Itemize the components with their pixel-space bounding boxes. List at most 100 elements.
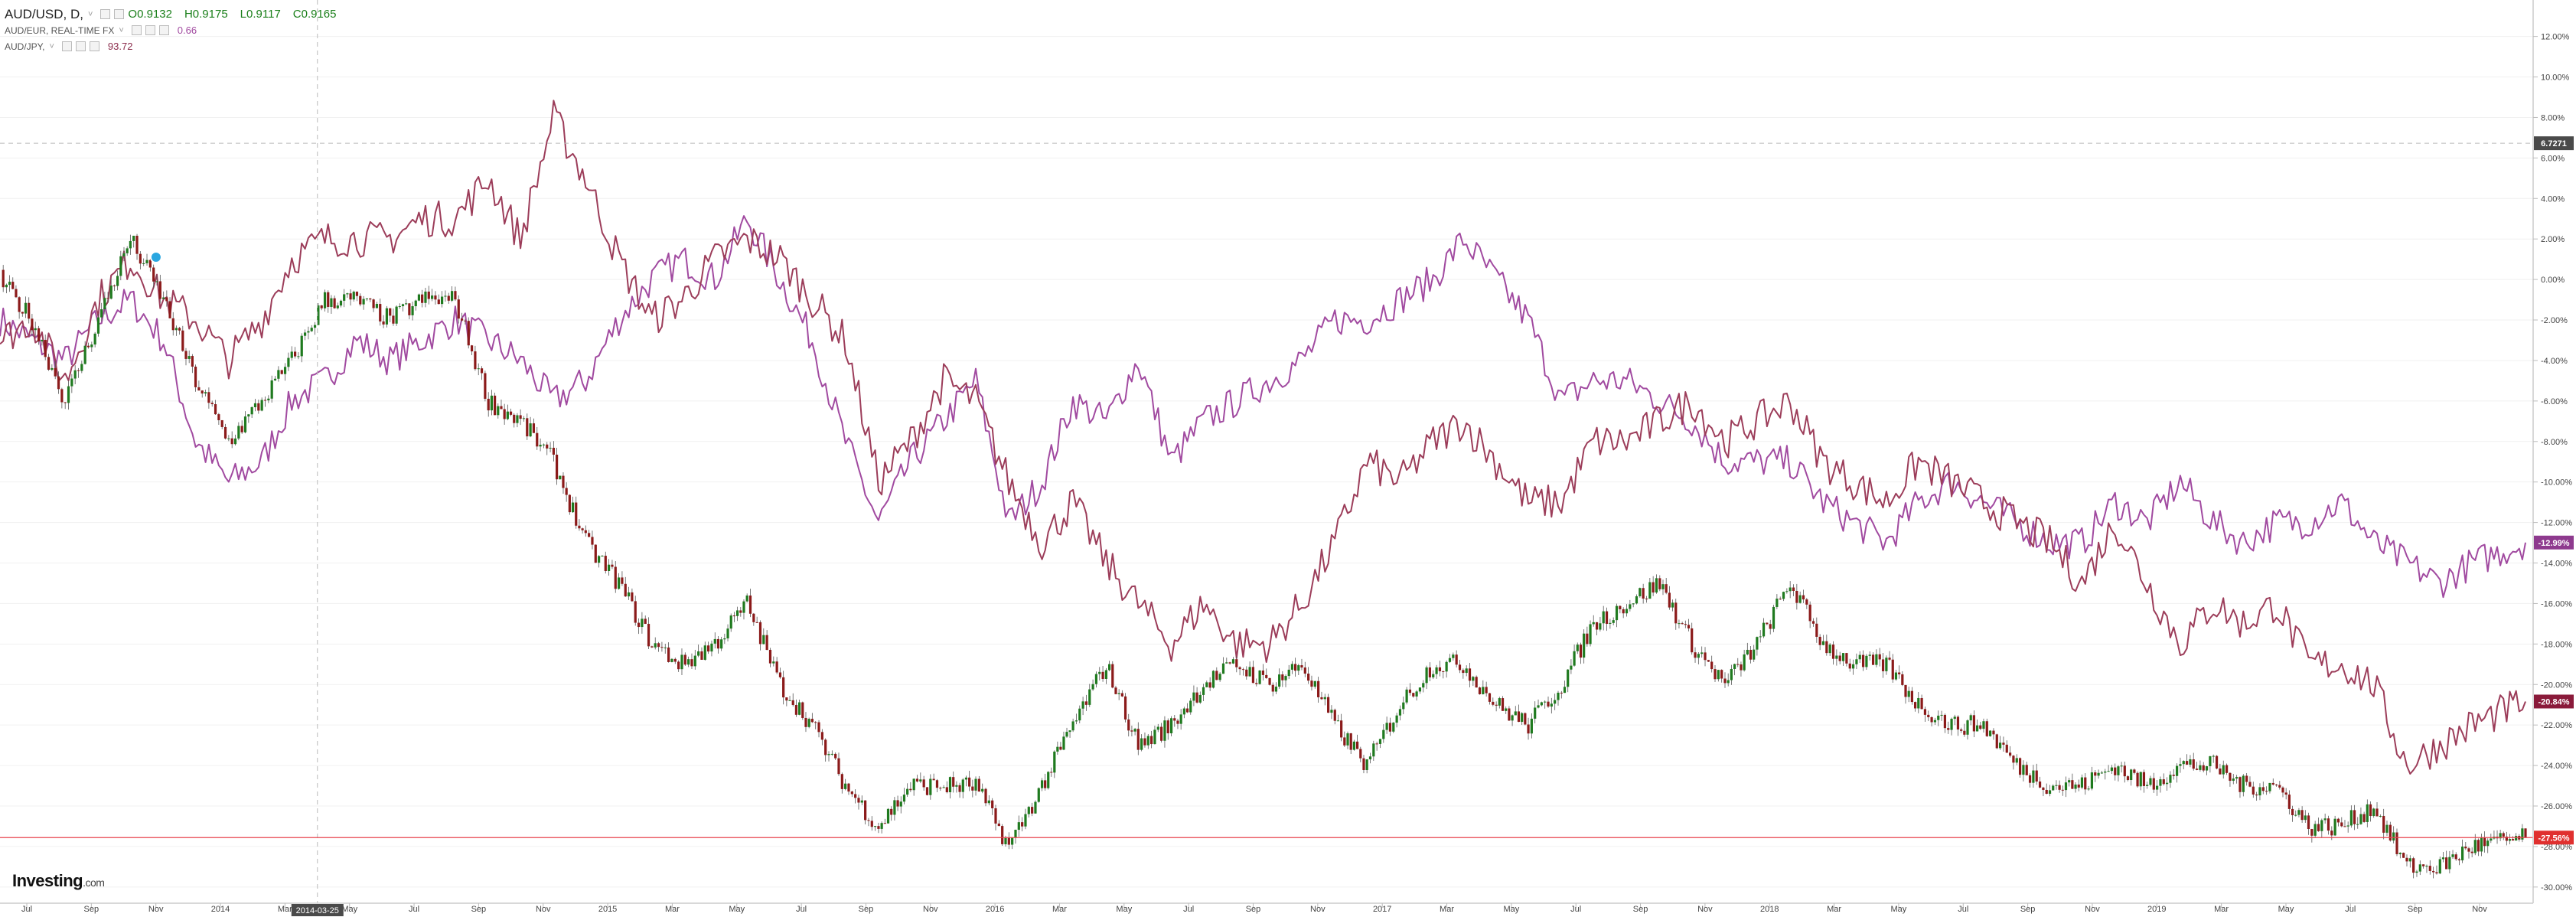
candle-body (1098, 671, 1101, 674)
candle-body (1845, 653, 1848, 664)
candle-body (909, 788, 912, 791)
aud-eur-label[interactable]: AUD/EUR, REAL-TIME FX (5, 24, 115, 36)
aud-usd-series (2, 233, 2527, 879)
candle-body (500, 406, 503, 410)
candle-body (1592, 622, 1595, 625)
chevron-down-icon[interactable]: ˅ (119, 25, 124, 35)
candle-body (745, 596, 748, 602)
candle-body (139, 253, 142, 264)
x-tick-label: Mar (1440, 905, 1454, 914)
candle-body (1733, 664, 1736, 669)
eye-icon[interactable] (131, 25, 142, 35)
candle-body (896, 800, 899, 807)
candle-body (385, 308, 389, 325)
candle-body (2505, 836, 2508, 841)
candle-body (1894, 672, 1898, 680)
investing-logo[interactable]: Investing.com (12, 871, 105, 891)
candle-body (2385, 824, 2389, 833)
candle-body (1956, 716, 1960, 730)
candle-body (1772, 606, 1775, 629)
candle-body (1327, 697, 1330, 713)
y-tick-label: 0.00% (2541, 276, 2565, 285)
candle-body (1488, 693, 1492, 702)
candle-body (1274, 687, 1278, 692)
candle-body (1221, 663, 1225, 674)
candle-body (2320, 820, 2323, 831)
legend-row-aud-jpy[interactable]: AUD/JPY, ˅ 93.72 (5, 38, 349, 54)
candle-body (247, 414, 250, 417)
candle-body (2166, 782, 2169, 785)
candle-body (2499, 833, 2502, 839)
candle-body (2, 269, 5, 288)
candle-body (1004, 837, 1007, 844)
candle-body (1992, 730, 1995, 735)
candle-body (1632, 603, 1635, 605)
candle-body (1740, 664, 1743, 671)
candle-body (1694, 652, 1697, 658)
x-tick-label: Jul (21, 905, 32, 914)
candle-body (421, 294, 424, 303)
candle-body (145, 259, 148, 263)
candle-body (178, 328, 181, 331)
candle-body (522, 418, 526, 419)
candle-body (2159, 779, 2162, 786)
legend-row-aud-usd[interactable]: AUD/USD, D, ˅ O0.9132 H0.9175 L0.9117 C0… (5, 6, 349, 22)
candle-body (1127, 719, 1130, 731)
eye-icon[interactable] (100, 9, 111, 19)
candle-body (427, 291, 430, 299)
candle-body (1524, 713, 1527, 725)
candle-body (1639, 588, 1642, 597)
candle-body (1041, 780, 1044, 788)
close-icon[interactable] (89, 41, 99, 51)
candle-body (2052, 785, 2055, 791)
candle-body (1065, 732, 1068, 737)
candle-body (2015, 758, 2018, 763)
symbol-title[interactable]: AUD/USD, D, (5, 6, 83, 21)
aud-jpy-label[interactable]: AUD/JPY, (5, 41, 45, 52)
chevron-down-icon[interactable]: ˅ (49, 41, 54, 51)
candle-body (1114, 687, 1117, 694)
candle-body (925, 787, 929, 795)
chevron-down-icon[interactable]: ˅ (87, 9, 93, 19)
candle-body (1349, 733, 1352, 750)
candle-body (1655, 578, 1658, 593)
candle-body (359, 295, 362, 305)
candle-body (955, 785, 958, 787)
candle-body (1104, 670, 1108, 679)
candle-body (519, 415, 522, 419)
candle-body (971, 786, 974, 791)
candle-body (1084, 701, 1088, 705)
candle-body (824, 739, 827, 755)
y-tick-label: -22.00% (2541, 721, 2572, 730)
y-axis[interactable]: 12.00% 10.00% 8.00% 6.00% 4.00% 2.00% 0.00% -2.… (2533, 33, 2572, 893)
candle-body (1211, 671, 1215, 688)
candle-body (1185, 708, 1189, 713)
settings-icon[interactable] (114, 9, 125, 19)
candle-body (1671, 602, 1674, 608)
candle-body (240, 426, 243, 432)
candle-body (8, 282, 11, 286)
candle-body (2521, 828, 2524, 840)
candle-body (1815, 623, 1818, 637)
candle-body (584, 530, 587, 534)
candle-body (1218, 674, 1221, 680)
candle-body (748, 596, 752, 614)
legend-row-aud-eur[interactable]: AUD/EUR, REAL-TIME FX ˅ 0.66 (5, 22, 349, 38)
candle-body (103, 298, 106, 310)
candle-body (994, 808, 997, 824)
eye-icon[interactable] (61, 41, 72, 51)
candle-body (893, 800, 896, 815)
close-icon[interactable] (158, 25, 169, 35)
candle-body (732, 615, 736, 617)
candle-body (454, 291, 457, 300)
candle-body (634, 601, 637, 623)
settings-icon[interactable] (145, 25, 155, 35)
x-axis[interactable]: Jul Sep Nov 2014 Mar May Jul Sep Nov 2015 Mar May Ju… (21, 903, 2487, 914)
candle-body (47, 357, 51, 370)
x-tick-label: Jul (1570, 905, 1581, 914)
candle-body (2025, 765, 2028, 775)
candle-body (874, 826, 877, 827)
candle-body (1303, 667, 1306, 674)
settings-icon[interactable] (75, 41, 86, 51)
